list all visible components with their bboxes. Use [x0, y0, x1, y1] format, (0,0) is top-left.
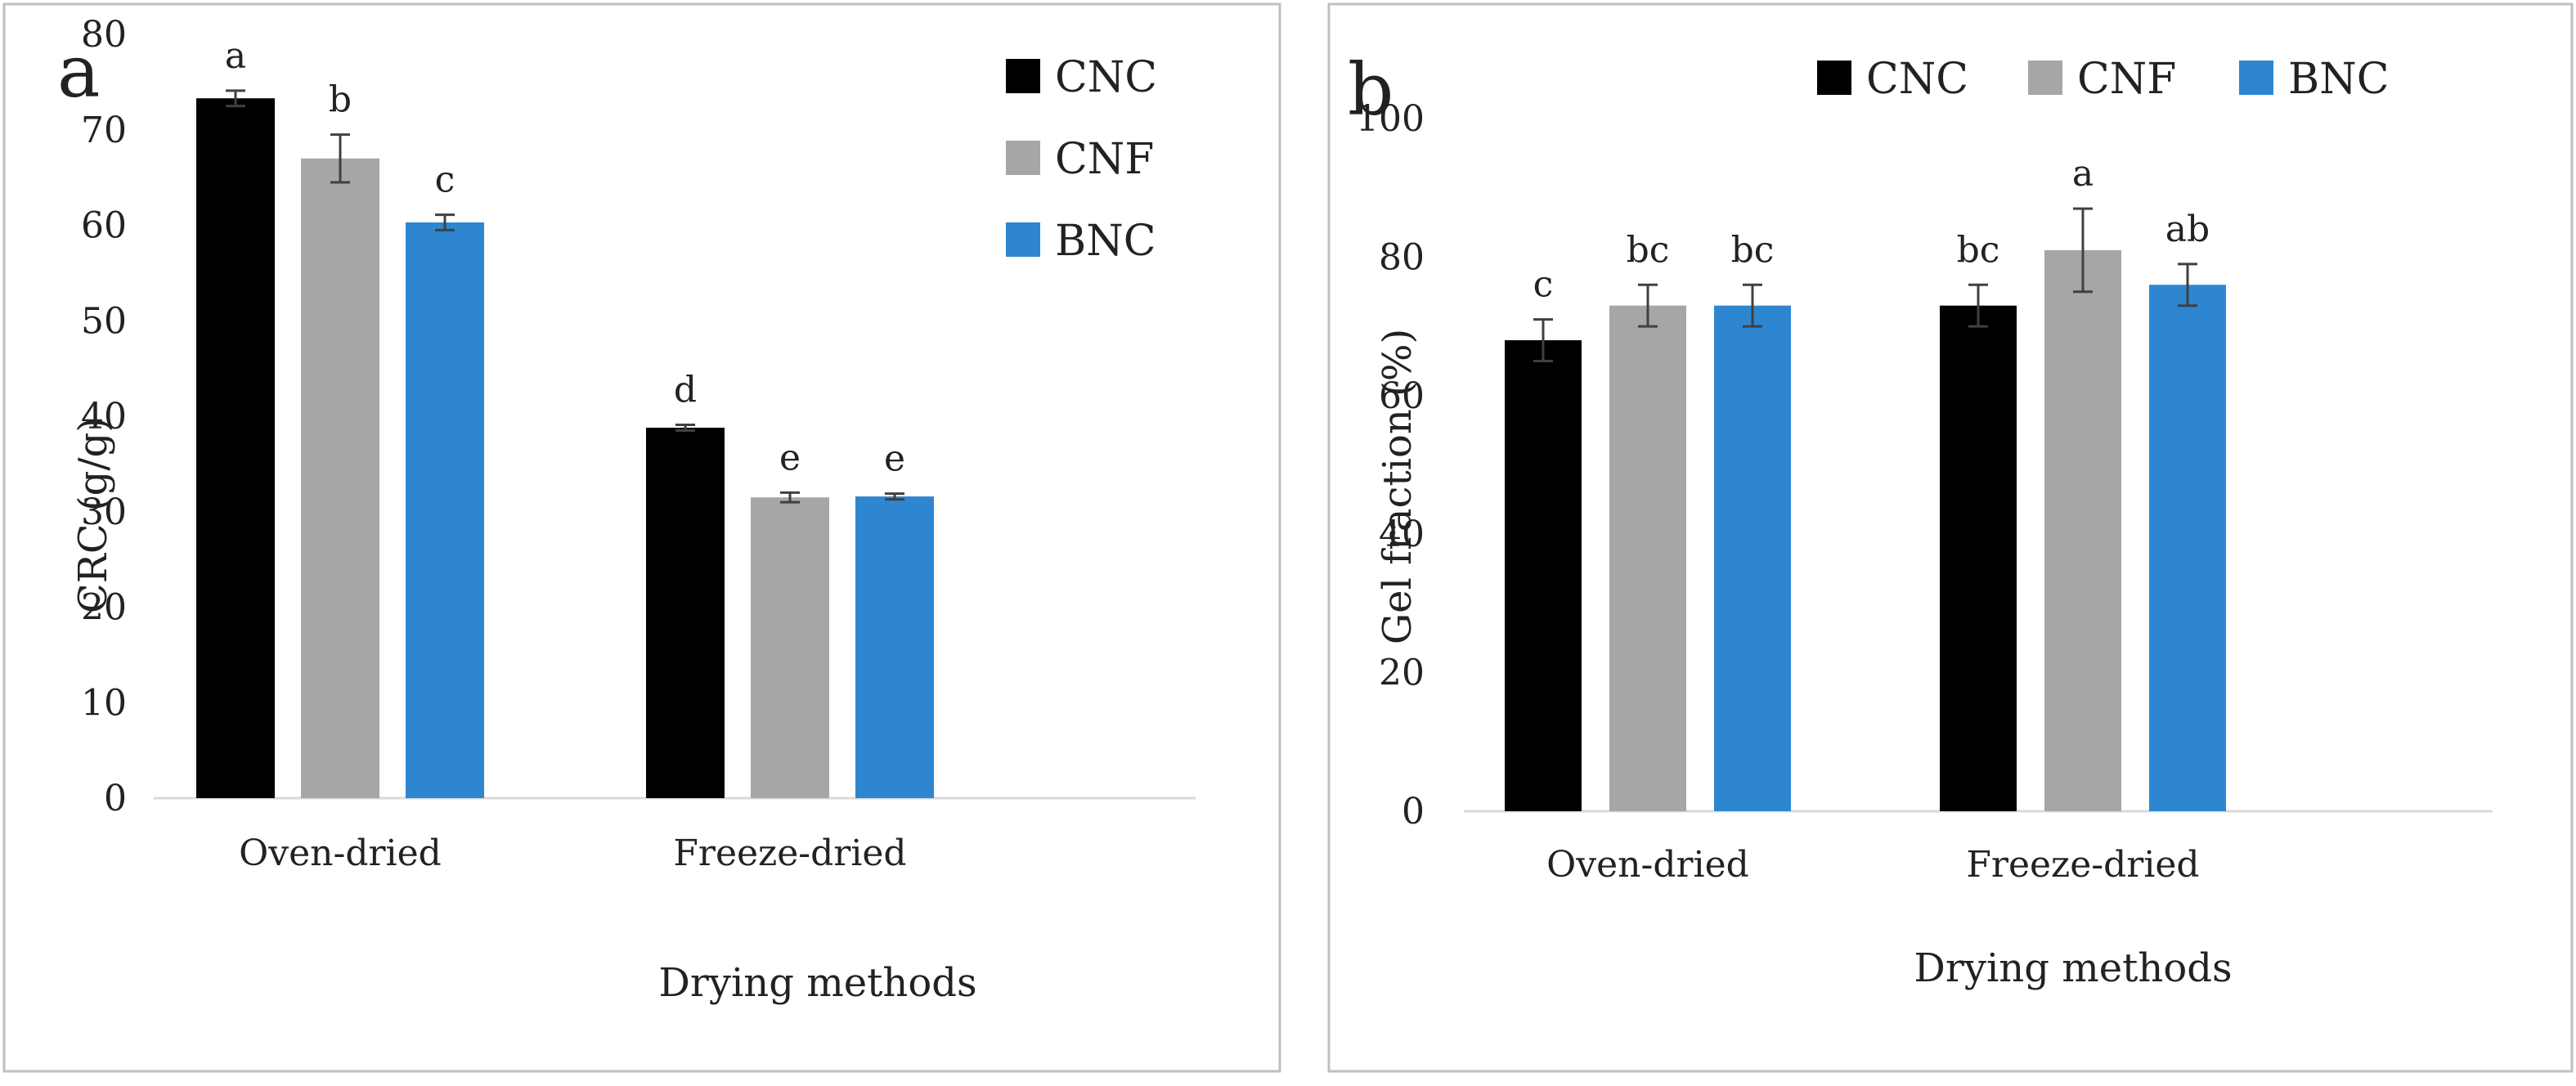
panel-a-bars: a b c d e e — [196, 35, 934, 798]
legend-label-cnf: CNF — [1055, 135, 1154, 184]
y-tick-label: 80 — [81, 14, 127, 56]
panel-a: a 0 10 20 30 40 50 60 70 80 a b c d e e Oven-dried Fr… — [2, 2, 1281, 1073]
panel-a-yticks: 0 10 20 30 40 50 60 70 80 — [81, 14, 127, 819]
error-bar — [330, 133, 350, 184]
significance-label: b — [329, 79, 352, 121]
y-tick-label: 40 — [1379, 514, 1425, 555]
bar-cnf — [2044, 249, 2121, 811]
error-bar — [2178, 263, 2197, 307]
significance-label: e — [884, 438, 905, 480]
bar-bnc — [2149, 285, 2226, 811]
panel-b: b 0 20 40 60 80 100 c bc bc bc a ab Oven-dried Fre… — [1327, 2, 2574, 1073]
legend-label-bnc: BNC — [1055, 217, 1156, 266]
significance-label: a — [2072, 153, 2094, 195]
error-bar — [780, 491, 800, 504]
panel-b-legend: CNC CNF BNC — [1817, 55, 2390, 104]
legend-swatch-bnc — [2239, 61, 2273, 95]
panel-a-category-label: Freeze-dried — [673, 832, 906, 874]
legend-swatch-cnf — [2028, 61, 2062, 95]
significance-label: e — [779, 437, 801, 478]
significance-label: a — [225, 35, 246, 77]
error-bar — [1638, 283, 1658, 328]
error-bar — [675, 424, 695, 433]
legend-swatch-cnc — [1006, 59, 1040, 93]
panel-b-category-label: Oven-dried — [1546, 844, 1749, 886]
bar-bnc — [855, 496, 934, 798]
y-tick-label: 0 — [1402, 791, 1425, 832]
bar-cnc — [646, 428, 725, 798]
error-bar — [1743, 283, 1762, 328]
panel-a-letter: a — [57, 29, 100, 114]
panel-b-letter: b — [1348, 47, 1393, 132]
bar-bnc — [406, 222, 484, 798]
y-tick-label: 100 — [1356, 98, 1425, 140]
error-bar — [2073, 207, 2093, 294]
y-tick-label: 30 — [81, 491, 127, 533]
significance-label: bc — [1731, 229, 1775, 271]
y-tick-label: 60 — [1379, 375, 1425, 417]
bar-cnf — [301, 158, 379, 798]
y-tick-label: 50 — [81, 300, 127, 342]
panel-b-x-label: Drying methods — [1914, 945, 2232, 991]
legend-label-cnc: CNC — [1055, 53, 1157, 102]
bar-cnc — [196, 98, 275, 798]
error-bar — [885, 492, 904, 501]
panel-a-category-label: Oven-dried — [239, 832, 442, 874]
error-bar — [1968, 283, 1988, 328]
y-tick-label: 20 — [1379, 653, 1425, 694]
error-bar — [435, 213, 455, 231]
significance-label: c — [1533, 264, 1554, 306]
significance-label: ab — [2165, 209, 2210, 250]
panel-b-bars: c bc bc bc a ab — [1505, 153, 2226, 811]
bar-cnc — [1940, 305, 2017, 811]
panel-a-y-label: CRC (g/g) — [70, 417, 116, 613]
y-tick-label: 0 — [104, 778, 127, 819]
error-bar — [1533, 318, 1553, 362]
error-bar — [226, 89, 245, 108]
bar-cnf — [1609, 305, 1686, 811]
y-tick-label: 10 — [81, 682, 127, 724]
y-tick-label: 80 — [1379, 236, 1425, 278]
panel-a-legend: CNC CNF BNC — [1006, 53, 1157, 266]
panel-b-category-label: Freeze-dried — [1966, 844, 2199, 886]
y-tick-label: 20 — [81, 587, 127, 629]
legend-label-bnc: BNC — [2288, 55, 2390, 104]
legend-label-cnc: CNC — [1866, 55, 1968, 104]
significance-label: bc — [1627, 229, 1670, 271]
bar-cnf — [751, 497, 829, 798]
panel-a-x-label: Drying methods — [658, 960, 976, 1006]
legend-label-cnf: CNF — [2077, 55, 2176, 104]
significance-label: c — [435, 159, 456, 201]
y-tick-label: 40 — [81, 396, 127, 438]
panel-b-yticks: 0 20 40 60 80 100 — [1356, 98, 1425, 832]
bar-cnc — [1505, 340, 1582, 811]
legend-swatch-cnf — [1006, 141, 1040, 175]
y-tick-label: 70 — [81, 110, 127, 151]
significance-label: d — [674, 370, 697, 411]
legend-swatch-bnc — [1006, 222, 1040, 257]
panel-b-y-label: Gel fraction (%) — [1375, 329, 1420, 644]
bar-bnc — [1714, 305, 1791, 811]
y-tick-label: 60 — [81, 205, 127, 247]
significance-label: bc — [1957, 229, 2000, 271]
legend-swatch-cnc — [1817, 61, 1851, 95]
